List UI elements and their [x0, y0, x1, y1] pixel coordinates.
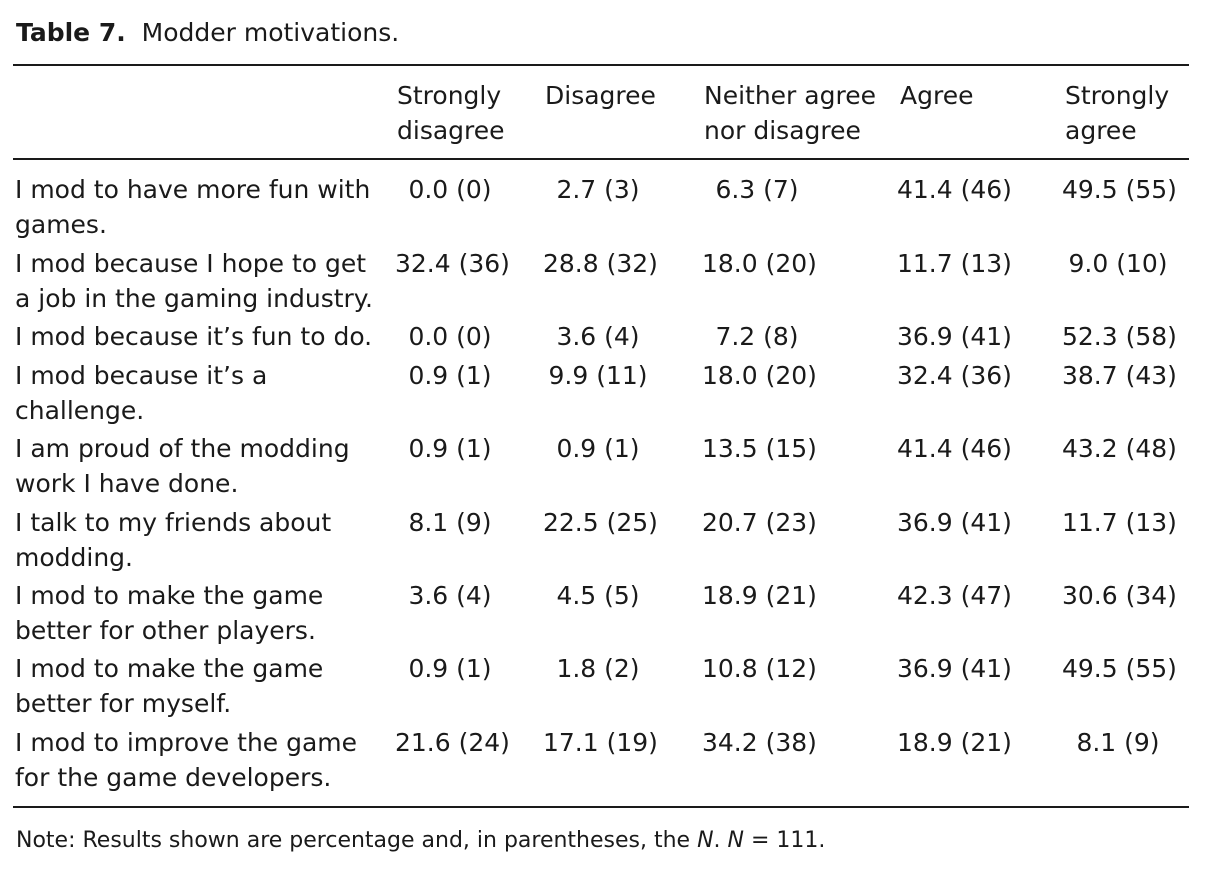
- table-cell: 18.9 (21): [897, 728, 1012, 757]
- table-cell: 11.7 (13): [1062, 508, 1177, 537]
- table-row: I mod because it’s fun to do. 0.0 (0) 3.6 …: [0, 319, 1214, 393]
- table-row: I talk to my friends about modding. 8.1 (…: [0, 505, 1214, 579]
- table-cell: 42.3 (47): [897, 581, 1012, 610]
- table-cell: 36.9 (41): [897, 508, 1012, 537]
- table-cell: 9.0 (10): [1068, 249, 1168, 278]
- row-label: I mod because it’s fun to do.: [15, 322, 373, 351]
- note-n-symbol: N: [727, 828, 745, 853]
- table-row: I mod because I hope to get a job in the…: [0, 246, 1214, 320]
- table-cell: 32.4 (36): [395, 249, 510, 278]
- table-row: I mod to make the game better for myself…: [0, 651, 1214, 725]
- table-cell: 10.8 (12): [702, 654, 817, 683]
- table-cell: 8.1 (9): [408, 508, 492, 537]
- note-n-value: = 111.: [744, 828, 826, 853]
- row-label: I mod because it’s a challenge.: [15, 361, 268, 425]
- table-title: Modder motivations.: [141, 18, 400, 47]
- table-cell: 8.1 (9): [1076, 728, 1160, 757]
- table-cell: 36.9 (41): [897, 322, 1012, 351]
- table-cell: 21.6 (24): [395, 728, 510, 757]
- table-row: I am proud of the modding work I have do…: [0, 431, 1214, 505]
- table-cell: 34.2 (38): [702, 728, 817, 757]
- note-separator: .: [713, 828, 728, 853]
- table-caption: Table 7. Modder motivations.: [16, 16, 399, 50]
- table-cell: 9.9 (11): [548, 361, 648, 390]
- table-cell: 52.3 (58): [1062, 322, 1177, 351]
- row-label: I mod to make the game better for other …: [15, 581, 324, 645]
- table-cell: 6.3 (7): [715, 175, 799, 204]
- table-cell: 49.5 (55): [1062, 654, 1177, 683]
- table-cell: 18.0 (20): [702, 249, 817, 278]
- table-cell: 28.8 (32): [543, 249, 658, 278]
- table-cell: 17.1 (19): [543, 728, 658, 757]
- table-row: I mod to have more fun with games. 0.0 (0…: [0, 172, 1214, 246]
- table-cell: 4.5 (5): [556, 581, 640, 610]
- table-cell: 0.0 (0): [408, 322, 492, 351]
- table-cell: 3.6 (4): [408, 581, 492, 610]
- row-label: I am proud of the modding work I have do…: [15, 434, 350, 498]
- column-header-disagree: Disagree: [545, 81, 656, 110]
- table-row: I mod because it’s a challenge. 0.9 (1) 9.…: [0, 358, 1214, 432]
- table-cell: 49.5 (55): [1062, 175, 1177, 204]
- table-number: Table 7.: [16, 18, 126, 47]
- row-label: I mod to improve the game for the game d…: [15, 728, 358, 792]
- table-cell: 22.5 (25): [543, 508, 658, 537]
- row-label: I talk to my friends about modding.: [15, 508, 332, 572]
- bottom-rule: [13, 806, 1189, 808]
- table-cell: 18.9 (21): [702, 581, 817, 610]
- table-cell: 7.2 (8): [715, 322, 799, 351]
- table-cell: 0.9 (1): [408, 361, 492, 390]
- header-rule: [13, 158, 1189, 160]
- top-rule: [13, 64, 1189, 66]
- table-cell: 41.4 (46): [897, 175, 1012, 204]
- table-cell: 32.4 (36): [897, 361, 1012, 390]
- table-cell: 30.6 (34): [1062, 581, 1177, 610]
- table-cell: 0.9 (1): [408, 434, 492, 463]
- row-label: I mod to make the game better for myself…: [15, 654, 324, 718]
- column-header-strongly-agree: Strongly agree: [1065, 81, 1170, 145]
- table-cell: 3.6 (4): [556, 322, 640, 351]
- table-cell: 41.4 (46): [897, 434, 1012, 463]
- table-row: I mod to improve the game for the game d…: [0, 725, 1214, 799]
- table-cell: 1.8 (2): [556, 654, 640, 683]
- table-cell: 43.2 (48): [1062, 434, 1177, 463]
- table-cell: 0.9 (1): [408, 654, 492, 683]
- row-label: I mod to have more fun with games.: [15, 175, 371, 239]
- column-header-neither: Neither agree nor disagree: [704, 81, 876, 145]
- table-cell: 20.7 (23): [702, 508, 817, 537]
- note-text: Note: Results shown are percentage and, …: [16, 828, 698, 853]
- table-cell: 13.5 (15): [702, 434, 817, 463]
- row-label: I mod because I hope to get a job in the…: [15, 249, 373, 313]
- table-cell: 38.7 (43): [1062, 361, 1177, 390]
- table-cell: 0.9 (1): [556, 434, 640, 463]
- column-header-strongly-disagree: Strongly disagree: [397, 81, 505, 145]
- note-n-symbol: N: [697, 828, 714, 853]
- column-header-agree: Agree: [900, 81, 974, 110]
- table-cell: 0.0 (0): [408, 175, 492, 204]
- table-row: I mod to make the game better for other …: [0, 578, 1214, 652]
- table-cell: 18.0 (20): [702, 361, 817, 390]
- table-note: Note: Results shown are percentage and, …: [16, 825, 825, 857]
- table-cell: 11.7 (13): [897, 249, 1012, 278]
- table-cell: 2.7 (3): [556, 175, 640, 204]
- table-cell: 36.9 (41): [897, 654, 1012, 683]
